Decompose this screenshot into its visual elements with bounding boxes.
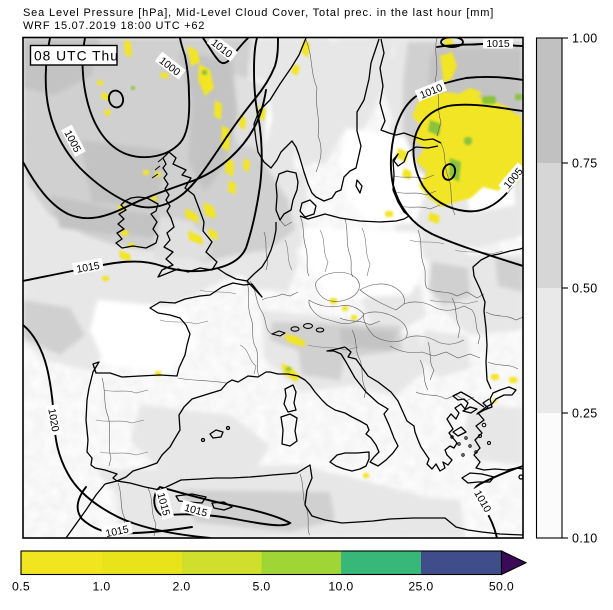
svg-text:1.0: 1.0 [93, 580, 111, 594]
svg-text:0.25: 0.25 [572, 407, 598, 421]
svg-text:0.5: 0.5 [12, 580, 30, 594]
svg-text:50.0: 50.0 [489, 580, 514, 594]
svg-text:1015: 1015 [154, 491, 172, 517]
svg-text:08 UTC Thu: 08 UTC Thu [34, 49, 119, 64]
svg-text:0.50: 0.50 [572, 282, 598, 296]
svg-text:10.0: 10.0 [328, 580, 353, 594]
svg-text:5.0: 5.0 [253, 580, 271, 594]
svg-text:1020: 1020 [45, 408, 61, 433]
svg-text:1.00: 1.00 [572, 32, 598, 46]
svg-text:1015: 1015 [104, 523, 129, 540]
svg-text:WRF 15.07.2019 18:00 UTC +62: WRF 15.07.2019 18:00 UTC +62 [23, 20, 205, 32]
svg-text:0.10: 0.10 [572, 532, 598, 546]
svg-text:1015: 1015 [183, 502, 209, 520]
svg-text:1015: 1015 [76, 260, 101, 276]
svg-text:1015: 1015 [486, 38, 510, 50]
svg-text:2.0: 2.0 [173, 580, 191, 594]
svg-text:0.75: 0.75 [572, 157, 598, 171]
svg-text:25.0: 25.0 [408, 580, 433, 594]
svg-text:Sea Level Pressure [hPa], Mid-: Sea Level Pressure [hPa], Mid-Level Clou… [23, 7, 494, 19]
